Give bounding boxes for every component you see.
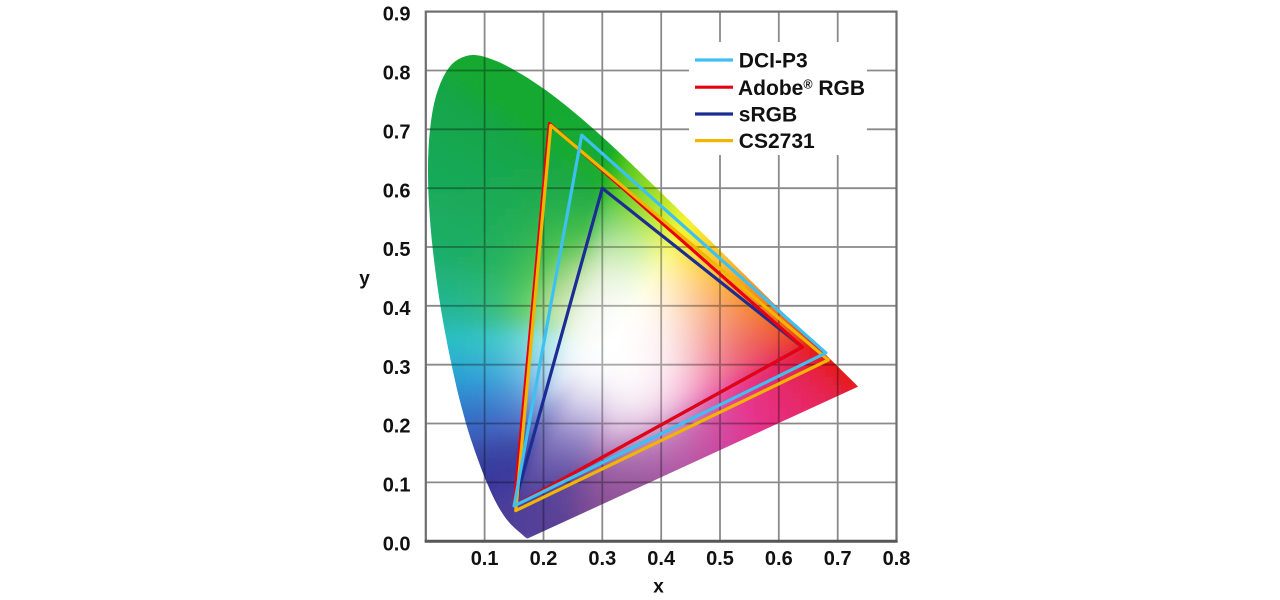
svg-text:0.1: 0.1 xyxy=(471,548,499,570)
svg-text:DCI-P3: DCI-P3 xyxy=(739,50,808,73)
svg-text:0.6: 0.6 xyxy=(765,548,793,570)
svg-text:0.5: 0.5 xyxy=(383,239,411,261)
svg-text:0.6: 0.6 xyxy=(383,180,411,202)
svg-text:0.2: 0.2 xyxy=(530,548,558,570)
svg-text:0.3: 0.3 xyxy=(588,548,616,570)
svg-text:0.0: 0.0 xyxy=(383,533,411,555)
svg-text:0.5: 0.5 xyxy=(706,548,734,570)
svg-text:0.9: 0.9 xyxy=(383,4,411,26)
svg-text:0.2: 0.2 xyxy=(383,416,411,438)
svg-text:Adobe® RGB: Adobe® RGB xyxy=(738,77,865,100)
svg-text:0.1: 0.1 xyxy=(383,475,411,497)
svg-text:0.8: 0.8 xyxy=(883,548,911,570)
svg-text:0.7: 0.7 xyxy=(824,548,852,570)
svg-text:0.4: 0.4 xyxy=(647,548,676,570)
svg-text:CS2731: CS2731 xyxy=(739,130,815,153)
svg-text:0.8: 0.8 xyxy=(383,63,411,85)
svg-text:y: y xyxy=(359,269,370,290)
svg-text:sRGB: sRGB xyxy=(739,104,797,127)
svg-text:0.3: 0.3 xyxy=(383,357,411,379)
svg-text:0.7: 0.7 xyxy=(383,121,411,143)
svg-text:0.4: 0.4 xyxy=(383,298,412,320)
svg-text:x: x xyxy=(653,577,664,598)
